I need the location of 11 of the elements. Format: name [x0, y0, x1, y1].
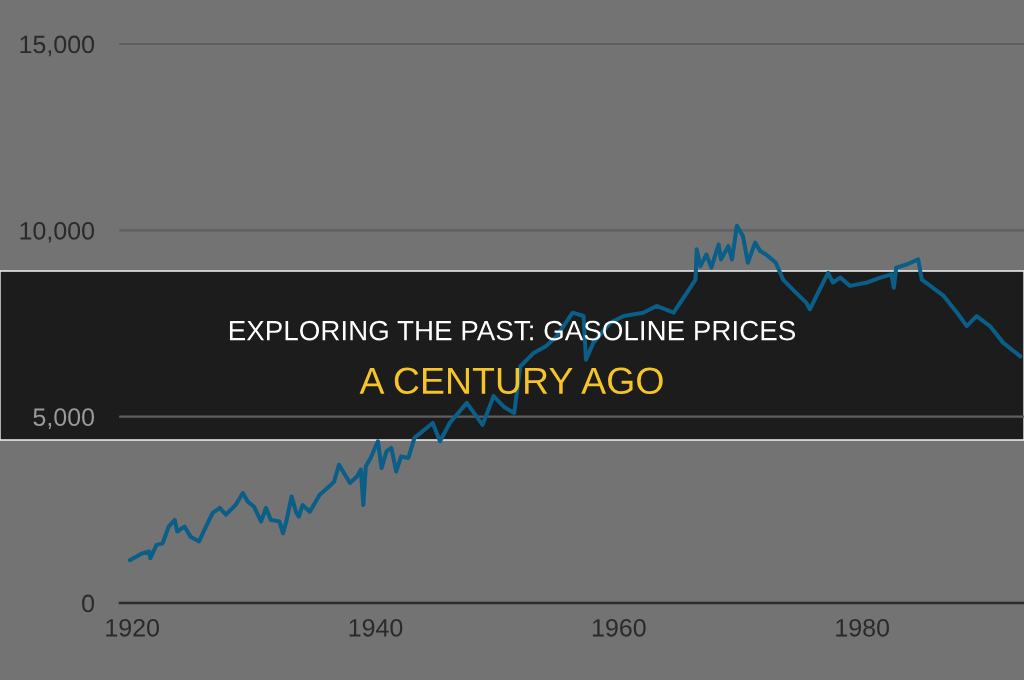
- text: A CENTURY AGO: [359, 367, 663, 395]
- x-tick-label: 1920: [106, 618, 159, 637]
- text: EXPLORING THE PAST: GASOLINE PRICES: [229, 320, 796, 341]
- x-tick-label: 1940: [349, 618, 403, 637]
- y-tick-label: 5,000: [33, 408, 95, 429]
- y-tick-label: 0: [82, 594, 95, 613]
- y-tick-label: 10,000: [20, 221, 95, 243]
- y-tick-label: 15,000: [20, 35, 95, 57]
- x-tick-label: 1980: [836, 618, 890, 637]
- x-tick-label: 1960: [592, 618, 646, 637]
- line-series: [127, 223, 1023, 563]
